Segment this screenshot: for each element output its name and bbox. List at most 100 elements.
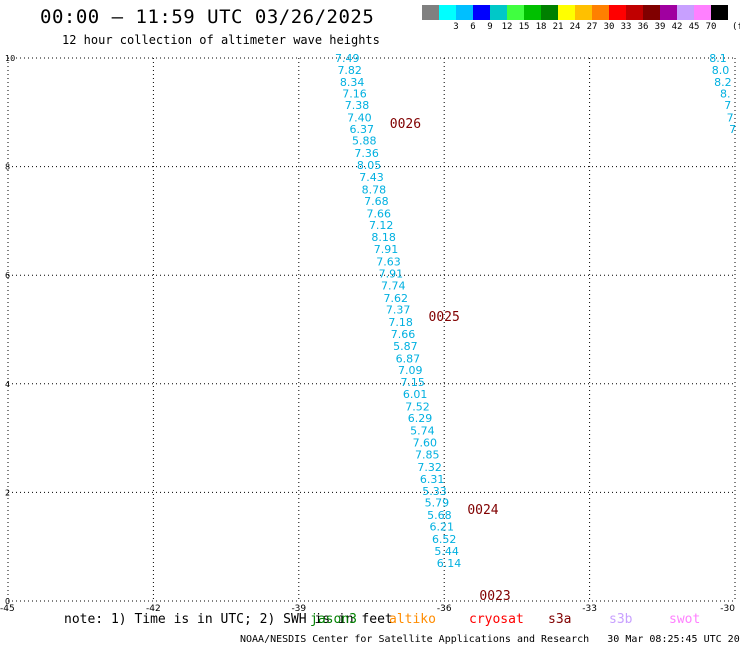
swh-value-label: 7.74 [381, 280, 406, 293]
swh-value-label: 7.62 [383, 292, 408, 305]
chart-title: 00:00 – 11:59 UTC 03/26/2025 [40, 6, 375, 28]
legend-label: 15 [518, 22, 530, 32]
swh-value-label: 6.21 [430, 521, 455, 534]
y-tick-label: 2 [5, 488, 10, 497]
swh-value-label: 5.87 [393, 340, 418, 353]
swh-value-label: 8.1 [709, 52, 727, 65]
x-tick-label: -36 [437, 604, 452, 614]
y-tick-label: 0 [5, 597, 10, 606]
legend-swatch [456, 5, 473, 20]
swh-value-label: 7.43 [359, 171, 384, 184]
legend-label: 36 [637, 22, 649, 32]
time-marker-label: 0026 [390, 117, 421, 132]
legend-swatch [677, 5, 694, 20]
x-tick-label: -39 [291, 604, 306, 614]
y-tick-label: 6 [5, 271, 10, 280]
satellite-legend-altiko: altiko [389, 612, 436, 627]
y-tick-label: 10 [5, 54, 15, 63]
legend-swatch [490, 5, 507, 20]
swh-value-label: 7.66 [391, 328, 416, 341]
swh-value-label: 7.36 [354, 147, 379, 160]
legend-label: 9 [487, 22, 493, 32]
x-tick-label: -30 [720, 604, 735, 614]
legend-label: 45 [688, 22, 700, 32]
y-tick-label: 4 [5, 380, 10, 389]
legend-swatch [558, 5, 575, 20]
satellite-legend-swot: swot [669, 612, 701, 627]
swh-value-label: 5.88 [352, 135, 377, 148]
y-tick-label: 8 [5, 163, 10, 172]
legend-label: 6 [470, 22, 476, 32]
legend-label: 21 [552, 22, 564, 32]
satellite-legend-s3a: s3a [548, 612, 572, 627]
swh-value-label: 5.33 [422, 485, 447, 498]
swh-value-label: 5.68 [427, 509, 452, 522]
time-marker-label: 0025 [429, 310, 460, 325]
satellite-legend-jason3: jason3 [310, 612, 357, 627]
swh-value-label: 7.32 [417, 461, 442, 474]
time-marker-label: 0023 [479, 589, 510, 604]
swh-value-label: 7.85 [415, 448, 440, 461]
swh-value-label: 8.2 [714, 76, 732, 89]
legend-unit: (ft) [732, 22, 740, 32]
swh-value-label: 7.91 [379, 268, 404, 281]
legend-swatch [592, 5, 609, 20]
satellite-legend-s3b: s3b [609, 612, 633, 627]
swh-value-label: 7.66 [367, 207, 392, 220]
swh-value-label: 7.60 [413, 436, 438, 449]
legend-label: 33 [620, 22, 632, 32]
swh-value-label: 7.49 [335, 52, 360, 65]
legend-label: 30 [603, 22, 615, 32]
swh-value-label: 8.18 [371, 231, 396, 244]
swh-value-label: 6.52 [432, 533, 457, 546]
swh-value-label: 6.31 [420, 473, 445, 486]
x-tick-label: -42 [146, 604, 161, 614]
swh-value-label: 8.0 [712, 64, 730, 77]
swh-value-label: 6.29 [408, 412, 433, 425]
credit-timestamp: 30 Mar 08:25:45 UTC 2025 [607, 634, 740, 645]
swh-value-label: 7.82 [337, 64, 362, 77]
legend-swatch [711, 5, 728, 20]
legend-swatch [660, 5, 677, 20]
legend-swatch [609, 5, 626, 20]
swh-value-label: 6.01 [403, 388, 428, 401]
legend-label: 42 [671, 22, 683, 32]
swh-value-label: 7.68 [364, 195, 389, 208]
swh-value-label: 8. [720, 87, 731, 100]
chart-subtitle: 12 hour collection of altimeter wave hei… [62, 33, 380, 47]
x-tick-label: -33 [582, 604, 597, 614]
swh-value-label: 5.79 [425, 497, 450, 510]
swh-value-label: 6.14 [437, 557, 462, 570]
swh-value-label: 6.37 [350, 123, 375, 136]
swh-value-label: 6.87 [396, 352, 421, 365]
swh-value-label: 7.63 [376, 256, 401, 269]
legend-label: 39 [654, 22, 666, 32]
legend-swatch [422, 5, 439, 20]
swh-value-label: 7.37 [386, 303, 411, 316]
legend-swatch [643, 5, 660, 20]
swh-value-label: 8.34 [340, 76, 365, 89]
legend-swatch [439, 5, 456, 20]
legend-swatch [575, 5, 592, 20]
time-marker-label: 0024 [467, 503, 498, 518]
legend-label: 70 [705, 22, 717, 32]
legend-label: 18 [535, 22, 547, 32]
legend-swatch [541, 5, 558, 20]
swh-value-label: 7.12 [369, 219, 394, 232]
swh-value-label: 7.16 [342, 87, 367, 100]
swh-value-label: 7.52 [405, 401, 430, 414]
swh-value-label: 7.91 [374, 243, 399, 256]
x-tick-label: -45 [0, 604, 15, 614]
swh-value-label: 7.09 [398, 364, 423, 377]
legend-label: 12 [501, 22, 513, 32]
swh-value-label: 7 [727, 112, 734, 125]
swh-value-label: 7.18 [388, 316, 413, 329]
credit-line: NOAA/NESDIS Center for Satellite Applica… [240, 634, 740, 645]
legend-swatch [524, 5, 541, 20]
swh-value-label: 5.74 [410, 424, 435, 437]
swh-value-label: 7 [729, 123, 736, 136]
legend-label: 24 [569, 22, 581, 32]
legend-label: 3 [453, 22, 459, 32]
legend-swatch [507, 5, 524, 20]
